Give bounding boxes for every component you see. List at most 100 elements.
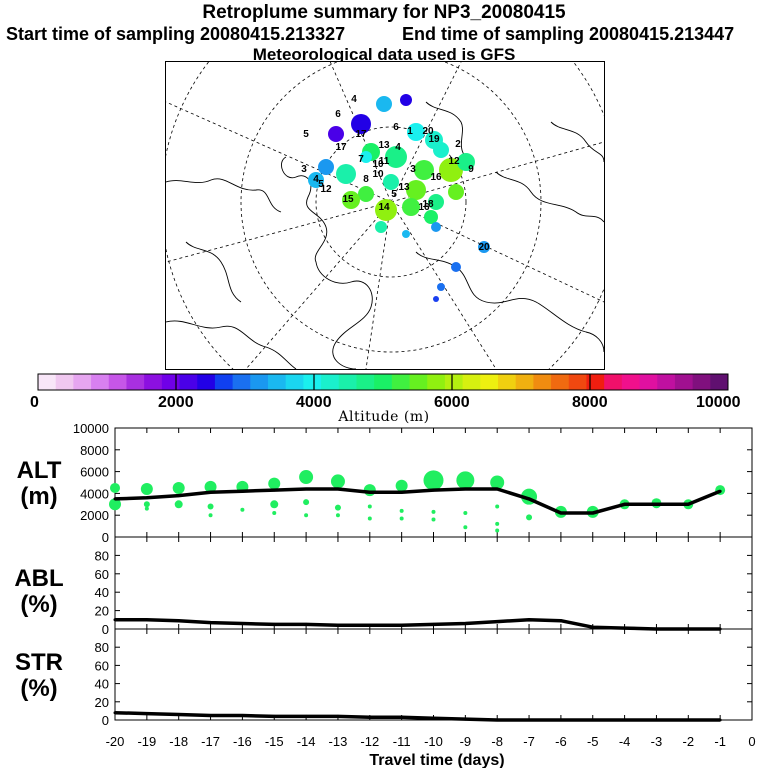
trajectory-marker	[439, 158, 463, 182]
alt-cluster-point	[207, 503, 214, 510]
str-data-point	[272, 714, 276, 718]
alt-cluster-point	[270, 500, 279, 509]
trajectory-day-label: 5	[391, 189, 397, 200]
x-tick-label: -16	[233, 734, 252, 749]
abl-unit: (%)	[20, 591, 58, 618]
trajectory-day-label: 15	[342, 194, 354, 205]
colorbar-tick: 0	[30, 394, 39, 411]
colorbar-cell	[91, 374, 110, 390]
colorbar-cell	[268, 374, 287, 390]
alt-data-point	[145, 496, 149, 500]
alt-data-point	[527, 497, 531, 501]
str-series-line	[114, 710, 721, 722]
trajectory-marker	[360, 151, 372, 163]
str-label: STR	[15, 649, 63, 676]
alt-cluster-point	[490, 475, 505, 490]
colorbar-cell	[55, 374, 74, 390]
alt-series-line	[114, 487, 721, 515]
alt-data-point	[559, 511, 563, 515]
alt-data-point	[336, 487, 340, 491]
alt-data-point	[400, 490, 404, 494]
x-tick-label: -7	[523, 734, 535, 749]
trajectory-marker	[406, 180, 426, 200]
trajectory-day-label: 4	[351, 94, 357, 105]
trajectory-day-label: 6	[335, 109, 341, 120]
x-tick-label: -13	[329, 734, 348, 749]
colorbar-cell	[108, 374, 127, 390]
trajectory-marker	[402, 230, 410, 238]
trajectory-marker	[433, 142, 449, 158]
alt-data-point	[177, 494, 181, 498]
alt-cluster-point	[399, 516, 404, 521]
x-axis: -20 -19 -18 -17 -16 -15 -14 -13 -12 -11 -10 -9 -8 -7-…	[106, 734, 756, 749]
x-tick-label: -10	[424, 734, 443, 749]
colorbar-cell	[214, 374, 234, 390]
x-axis-label: Travel time (days)	[369, 752, 504, 768]
x-tick-label: -1	[714, 734, 726, 749]
alt-data-point	[591, 511, 595, 515]
str-panel: 0 20 40 60 80	[95, 628, 753, 728]
str-ytick-label: 40	[95, 677, 109, 692]
alt-cluster-point	[456, 471, 475, 490]
colorbar-cell	[232, 374, 251, 390]
x-tick-label: -15	[265, 734, 284, 749]
alt-cluster-point	[463, 511, 468, 516]
alt-cluster-point	[399, 508, 404, 513]
colorbar-cell	[126, 374, 145, 390]
alt-data-point	[113, 497, 117, 501]
colorbar-tick: 8000	[572, 394, 608, 411]
alt-data-point	[686, 502, 690, 506]
trajectory-day-label: 3	[301, 164, 307, 175]
colorbar-axis-label: Altitude (m)	[338, 409, 430, 425]
trajectory-day-label: 7	[358, 154, 364, 165]
x-tick-label: -12	[360, 734, 379, 749]
str-data-point	[177, 713, 181, 717]
str-ytick-label: 0	[102, 713, 109, 728]
plot-title: Retroplume summary for NP3_20080415	[202, 2, 566, 23]
alt-cluster-point	[268, 477, 281, 490]
alt-data-point	[495, 487, 499, 491]
alt-ytick-label: 10000	[73, 421, 109, 436]
trajectory-marker	[448, 184, 464, 200]
trajectory-day-label: 4	[395, 142, 401, 153]
str-data-point	[432, 716, 435, 720]
alt-ytick-label: 8000	[80, 443, 109, 458]
trajectory-marker	[428, 194, 444, 210]
trajectory-day-label: 4	[313, 174, 319, 185]
alt-cluster-point	[463, 525, 468, 530]
trajectory-markers	[308, 94, 490, 302]
alt-cluster-point	[367, 516, 372, 521]
alt-unit: (m)	[20, 483, 58, 510]
alt-cluster-point	[172, 481, 185, 494]
latitude-circle	[240, 62, 542, 353]
x-tick-label: -20	[106, 734, 125, 749]
abl-panel: 0 20 40 60 80	[95, 536, 753, 637]
start-time-label: Start time of sampling 20080415.213327	[6, 24, 346, 44]
abl-data-point	[145, 618, 149, 622]
trajectory-marker	[328, 126, 344, 142]
alt-cluster-point	[140, 483, 153, 496]
x-tick-label: -19	[137, 734, 156, 749]
alt-data-point	[432, 488, 435, 492]
alt-cluster-point	[335, 513, 340, 518]
str-unit: (%)	[20, 675, 58, 702]
alt-ytick-label: 4000	[80, 486, 109, 501]
abl-ytick-label: 40	[95, 585, 109, 600]
alt-cluster-point	[367, 504, 372, 509]
trajectory-day-label: 12	[320, 184, 332, 195]
str-data-point	[145, 712, 149, 716]
abl-frame	[114, 536, 753, 630]
met-data-label: Meteorological data used is GFS	[252, 45, 516, 64]
polar-map: 6 4 6 5 5 4 3 17 13 11 10 1 20 12 9 2 3 4 5 17 16 15 14 13 12 16 1…	[165, 61, 605, 370]
x-tick-label: -17	[201, 734, 220, 749]
colorbar-cell	[374, 374, 393, 390]
trajectory-day-label: 16	[418, 202, 430, 213]
trajectory-marker	[431, 222, 441, 232]
x-tick-label: -6	[555, 734, 567, 749]
colorbar-cell	[409, 374, 428, 390]
colorbar-cell	[444, 374, 464, 390]
alt-data-point	[240, 489, 244, 493]
trajectory-day-label: 9	[468, 164, 474, 175]
alt-cluster-point	[431, 517, 436, 522]
trajectory-marker	[437, 283, 445, 291]
